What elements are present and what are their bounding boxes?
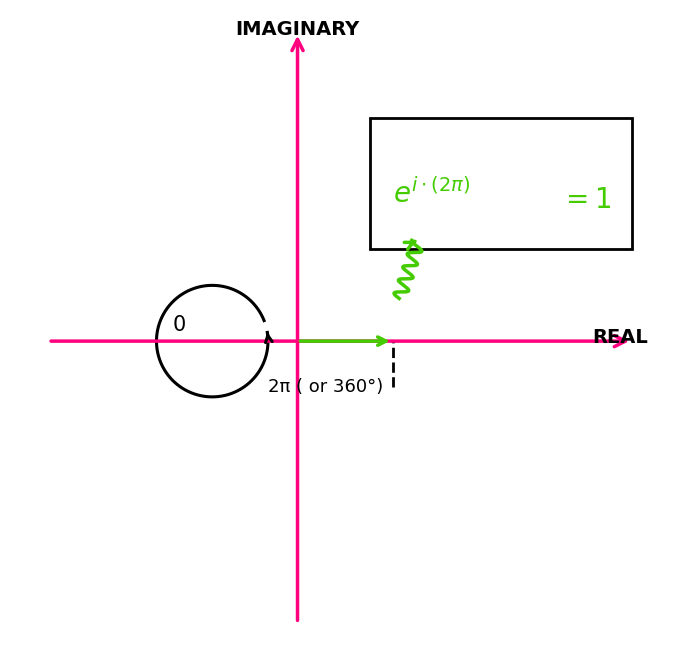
- Text: $e^{i \cdot (2\pi)}$: $e^{i \cdot (2\pi)}$: [393, 178, 470, 209]
- Text: $= 1$: $= 1$: [560, 186, 611, 214]
- Text: 2π ( or 360°): 2π ( or 360°): [268, 378, 384, 396]
- Text: 0: 0: [173, 315, 186, 335]
- FancyBboxPatch shape: [370, 118, 632, 249]
- Text: IMAGINARY: IMAGINARY: [235, 20, 360, 39]
- Text: REAL: REAL: [593, 329, 648, 347]
